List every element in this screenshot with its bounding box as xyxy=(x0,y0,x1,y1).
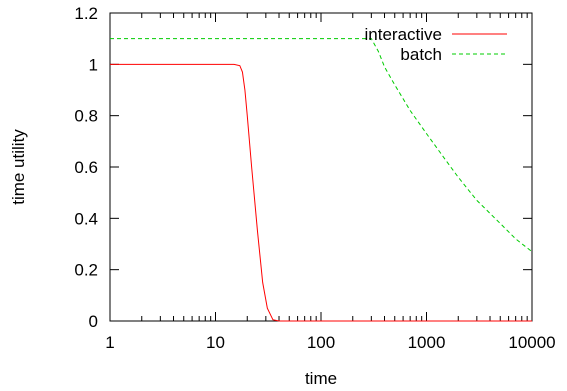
x-tick-labels: 1 10 100 1000 10000 xyxy=(105,333,555,352)
x-tick-label: 10 xyxy=(206,333,225,352)
y-axis-title: time utility xyxy=(9,129,28,205)
x-tick-label: 100 xyxy=(307,333,335,352)
minor-ticks xyxy=(141,13,528,321)
y-tick-label: 1.2 xyxy=(74,4,98,23)
series-lines xyxy=(110,38,533,322)
y-tick-label: 0 xyxy=(89,312,98,331)
x-axis-title: time xyxy=(305,369,337,388)
y-tick-label: 1 xyxy=(89,55,98,74)
legend-label: batch xyxy=(400,45,442,64)
y-tick-label: 0.8 xyxy=(74,107,98,126)
x-tick-label: 1 xyxy=(105,333,114,352)
y-tick-label: 0.2 xyxy=(74,261,98,280)
plot-frame xyxy=(109,12,533,322)
major-ticks xyxy=(109,12,533,322)
x-tick-label: 1000 xyxy=(408,333,446,352)
series-line-batch xyxy=(110,38,533,253)
legend-label: interactive xyxy=(365,25,442,44)
series-line-interactive xyxy=(110,63,532,322)
y-tick-label: 0.6 xyxy=(74,158,98,177)
x-tick-label: 10000 xyxy=(508,333,555,352)
y-tick-label: 0.4 xyxy=(74,209,98,228)
y-tick-labels: 0 0.2 0.4 0.6 0.8 1 1.2 xyxy=(74,4,98,331)
